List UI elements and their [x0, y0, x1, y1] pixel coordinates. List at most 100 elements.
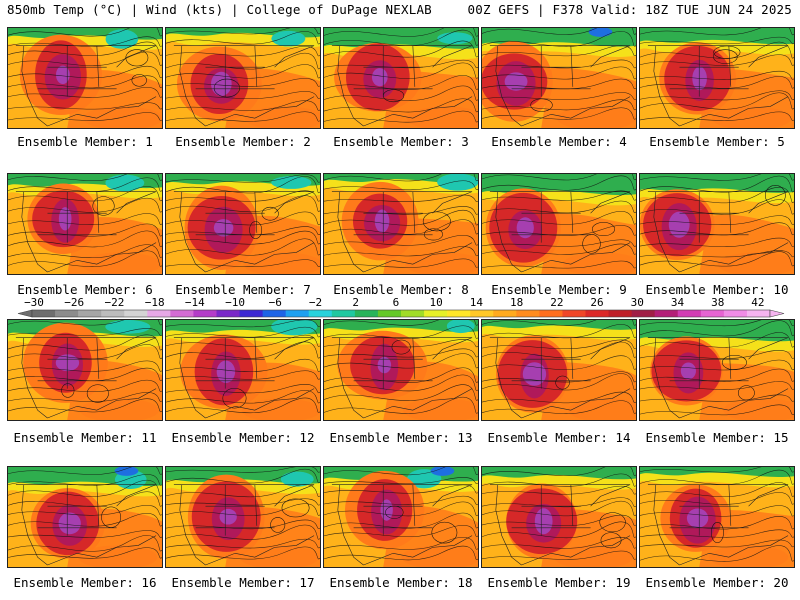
- colorbar-swatch: [447, 310, 471, 317]
- colorbar-swatch: [32, 310, 56, 317]
- temperature-map-svg: [482, 28, 636, 128]
- colorbar-swatch: [239, 310, 264, 317]
- colorbar-tick-label: 34: [671, 296, 685, 309]
- ensemble-member-label: Ensemble Member: 11: [13, 430, 157, 445]
- colorbar-tick-label: 42: [751, 296, 764, 309]
- ensemble-member-label: Ensemble Member: 3: [333, 134, 469, 149]
- ensemble-member-map: [323, 27, 479, 129]
- colorbar-tick-label: 38: [711, 296, 724, 309]
- colorbar-swatch: [377, 310, 402, 317]
- colorbar-tick-label: 22: [550, 296, 563, 309]
- temperature-map-svg: [482, 320, 636, 420]
- ensemble-member-label: Ensemble Member: 7: [175, 282, 311, 297]
- colorbar-swatch: [193, 310, 217, 317]
- colorbar-swatch: [585, 310, 610, 317]
- ensemble-member-label: Ensemble Member: 5: [649, 134, 785, 149]
- colorbar-swatch: [746, 310, 771, 317]
- colorbar-swatch: [470, 310, 494, 317]
- ensemble-member-label: Ensemble Member: 4: [491, 134, 627, 149]
- colorbar-swatch: [723, 310, 748, 317]
- temperature-map-svg: [166, 320, 320, 420]
- colorbar-swatch: [55, 310, 79, 317]
- colorbar-swatch: [677, 310, 702, 317]
- ensemble-member-map: [165, 27, 321, 129]
- colorbar-swatch: [216, 310, 241, 317]
- ensemble-member-map: [481, 466, 637, 568]
- ensemble-member-label: Ensemble Member: 6: [17, 282, 153, 297]
- colorbar-tick-label: 6: [393, 296, 400, 309]
- colorbar-swatch: [700, 310, 725, 317]
- colorbar-swatch: [631, 310, 656, 317]
- ensemble-member-label: Ensemble Member: 12: [171, 430, 315, 445]
- ensemble-member-map: [323, 319, 479, 421]
- colorbar-tick-label: 30: [631, 296, 644, 309]
- colorbar-swatch: [308, 310, 333, 317]
- temperature-map-svg: [640, 174, 794, 274]
- colorbar-swatch: [401, 310, 425, 317]
- colorbar-tick-label: 2: [352, 296, 359, 309]
- ensemble-member-label: Ensemble Member: 8: [333, 282, 469, 297]
- ensemble-member-map: [7, 466, 163, 568]
- ensemble-member-label: Ensemble Member: 18: [329, 575, 473, 590]
- ensemble-member-map: [481, 319, 637, 421]
- colorbar-tick-label: −10: [225, 296, 245, 309]
- temperature-map-svg: [482, 174, 636, 274]
- ensemble-member-label: Ensemble Member: 19: [487, 575, 631, 590]
- colorbar-swatch: [608, 310, 633, 317]
- colorbar-swatch: [78, 310, 102, 317]
- ensemble-member-label: Ensemble Member: 14: [487, 430, 631, 445]
- colorbar-tick-label: 26: [590, 296, 603, 309]
- colorbar-tick-label: −2: [309, 296, 322, 309]
- temperature-map-svg: [8, 467, 162, 567]
- colorbar-tick-label: −30: [24, 296, 44, 309]
- ensemble-member-map: [165, 173, 321, 275]
- ensemble-member-label: Ensemble Member: 2: [175, 134, 311, 149]
- ensemble-member-label: Ensemble Member: 20: [645, 575, 789, 590]
- temperature-map-svg: [8, 28, 162, 128]
- ensemble-member-map: [7, 173, 163, 275]
- ensemble-member-label: Ensemble Member: 10: [645, 282, 789, 297]
- ensemble-member-label: Ensemble Member: 1: [17, 134, 153, 149]
- ensemble-member-map: [323, 173, 479, 275]
- temperature-map-svg: [166, 467, 320, 567]
- colorbar-swatch: [124, 310, 148, 317]
- ensemble-member-map: [165, 319, 321, 421]
- temperature-map-svg: [324, 467, 478, 567]
- colorbar-tick-label: 18: [510, 296, 523, 309]
- temperature-colorbar: −30 −26 −22 −18 −14 −10 −6 −2 2 6 10 14 18 22 26 30 34 38…: [10, 296, 790, 320]
- temperature-map-svg: [166, 174, 320, 274]
- colorbar-tick-label: −26: [64, 296, 84, 309]
- colorbar-swatch: [101, 310, 125, 317]
- temperature-map-svg: [324, 174, 478, 274]
- colorbar-tick-label: 14: [470, 296, 484, 309]
- colorbar-swatch: [147, 310, 171, 317]
- colorbar-swatch: [331, 310, 356, 317]
- header-valid-time: 00Z GEFS | F378 Valid: 18Z TUE JUN 24 20…: [467, 2, 792, 17]
- temperature-map-svg: [166, 28, 320, 128]
- ensemble-member-label: Ensemble Member: 13: [329, 430, 473, 445]
- ensemble-member-map: [323, 466, 479, 568]
- colorbar-swatch: [262, 310, 287, 317]
- colorbar-swatch: [170, 310, 194, 317]
- ensemble-member-map: [639, 466, 795, 568]
- colorbar-tick-label: −14: [185, 296, 205, 309]
- colorbar-swatch: [354, 310, 379, 317]
- temperature-map-svg: [640, 28, 794, 128]
- ensemble-member-map: [7, 27, 163, 129]
- colorbar-max-arrow: [769, 309, 785, 318]
- temperature-map-svg: [8, 174, 162, 274]
- ensemble-member-label: Ensemble Member: 16: [13, 575, 157, 590]
- ensemble-member-map: [639, 27, 795, 129]
- colorbar-swatch: [539, 310, 563, 317]
- ensemble-member-map: [639, 173, 795, 275]
- colorbar-tick-label: 10: [430, 296, 443, 309]
- ensemble-member-label: Ensemble Member: 9: [491, 282, 627, 297]
- temperature-map-svg: [640, 467, 794, 567]
- colorbar-min-arrow: [17, 309, 33, 318]
- colorbar-tick-label: −6: [269, 296, 282, 309]
- colorbar-tick-label: −22: [104, 296, 124, 309]
- temperature-map-svg: [324, 28, 478, 128]
- ensemble-member-map: [639, 319, 795, 421]
- temperature-map-svg: [482, 467, 636, 567]
- colorbar-swatch: [424, 310, 448, 317]
